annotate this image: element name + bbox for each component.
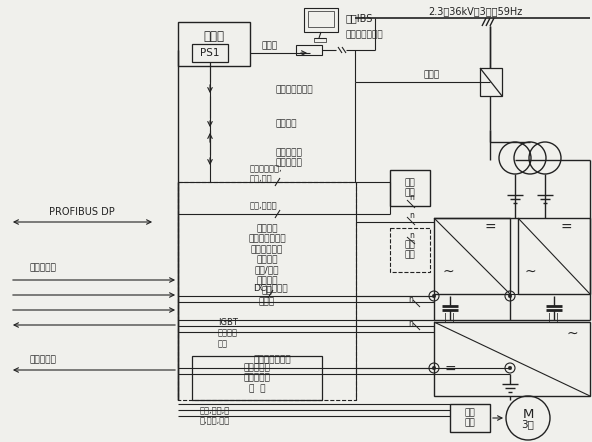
Text: 速度设定: 速度设定	[275, 119, 297, 129]
Text: 调制解调器接口: 调制解调器接口	[346, 30, 384, 39]
Text: =: =	[484, 221, 496, 235]
Text: PROFIBUS DP: PROFIBUS DP	[49, 207, 115, 217]
Text: n: n	[409, 194, 414, 202]
Bar	[390, 170, 430, 206]
Text: =: =	[560, 221, 572, 235]
Text: 辅助设备开或关: 辅助设备开或关	[275, 85, 313, 95]
Text: ~: ~	[442, 265, 454, 279]
Text: 温度,油压,油
量,振动,风扇: 温度,油压,油 量,振动,风扇	[200, 406, 230, 426]
Text: n: n	[408, 319, 413, 328]
Bar	[192, 44, 228, 62]
Text: 服务IBS: 服务IBS	[346, 13, 374, 23]
Circle shape	[508, 366, 512, 370]
Text: 冷却
单元: 冷却 单元	[404, 240, 416, 260]
Text: IGBT
接地故障
温度: IGBT 接地故障 温度	[218, 318, 238, 348]
Text: 温度,风扇等: 温度,风扇等	[250, 202, 278, 210]
Text: 电压、电流测量: 电压、电流测量	[253, 355, 291, 365]
Text: 通或断: 通或断	[262, 42, 278, 50]
Text: 实测值，故
障信息报警: 实测值，故 障信息报警	[275, 149, 302, 168]
Text: 就地控制
传动设备开或关
辅助设备接通
速度设定
就地/遥控
故障信息
报警
实测值: 就地控制 传动设备开或关 辅助设备接通 速度设定 就地/遥控 故障信息 报警 实…	[248, 224, 286, 306]
Text: 通或断: 通或断	[424, 71, 440, 80]
Text: 模拟量输出: 模拟量输出	[30, 355, 57, 365]
Text: 系统
监视: 系统 监视	[465, 408, 475, 428]
Text: =: =	[444, 363, 456, 377]
Text: 系统
监视: 系统 监视	[404, 178, 416, 198]
Text: DC连接电压: DC连接电压	[253, 283, 288, 293]
Text: PS1: PS1	[200, 48, 220, 58]
Text: 开环和闭环
控制与监视
功  能: 开环和闭环 控制与监视 功 能	[243, 363, 271, 393]
Circle shape	[432, 366, 436, 370]
Text: |  |: | |	[549, 313, 559, 322]
Text: 校核返回信号,
过流,接地: 校核返回信号, 过流,接地	[250, 164, 282, 184]
Text: |  |: | |	[445, 313, 455, 322]
Bar	[178, 182, 356, 400]
Bar	[192, 356, 322, 400]
Text: n: n	[409, 210, 414, 220]
Text: n: n	[409, 230, 414, 240]
Text: ~: ~	[524, 265, 536, 279]
Bar	[390, 228, 430, 272]
Bar	[518, 218, 590, 294]
Circle shape	[508, 294, 512, 298]
Text: n: n	[408, 296, 413, 305]
Bar	[178, 22, 250, 66]
Text: 数字量输入: 数字量输入	[30, 263, 57, 273]
Text: 2.3～36kV，3相，59Hz: 2.3～36kV，3相，59Hz	[428, 6, 522, 16]
Bar	[304, 8, 338, 32]
Text: 3～: 3～	[522, 419, 535, 429]
Text: ~: ~	[566, 327, 578, 341]
Text: M: M	[522, 408, 533, 420]
Circle shape	[432, 294, 436, 298]
Bar	[480, 68, 502, 96]
Bar	[450, 404, 490, 432]
Bar	[314, 38, 326, 42]
Text: 自动化: 自动化	[204, 30, 224, 42]
Bar	[434, 218, 510, 294]
Bar	[296, 45, 322, 55]
Bar	[308, 11, 334, 27]
Bar	[434, 322, 590, 396]
